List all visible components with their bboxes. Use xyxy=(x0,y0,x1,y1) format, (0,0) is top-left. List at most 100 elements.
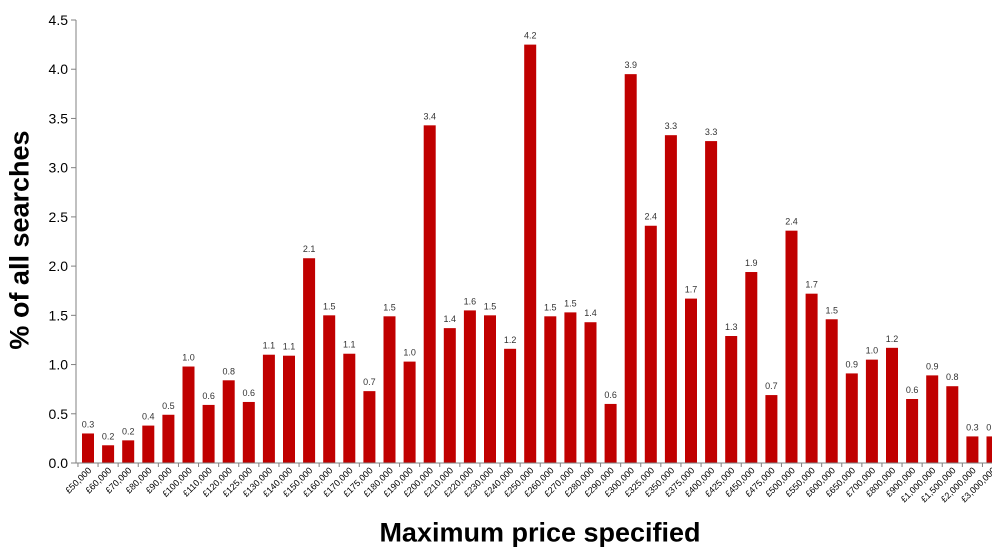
data-label: 1.0 xyxy=(182,353,195,363)
data-label: 0.6 xyxy=(906,385,919,395)
bar xyxy=(524,44,537,463)
bar xyxy=(644,225,657,463)
y-tick-label: 0.5 xyxy=(49,406,69,422)
bar xyxy=(443,328,456,463)
data-label: 0.2 xyxy=(102,431,115,441)
data-label: 1.1 xyxy=(263,341,276,351)
bar xyxy=(363,391,376,463)
y-tick-label: 2.0 xyxy=(49,258,69,274)
bar xyxy=(102,445,115,463)
bar xyxy=(845,373,858,463)
data-label: 4.2 xyxy=(524,31,537,41)
bar xyxy=(624,74,637,464)
bar xyxy=(504,348,517,463)
y-tick-label: 1.5 xyxy=(49,307,69,323)
data-label: 2.4 xyxy=(785,217,798,227)
data-label: 1.5 xyxy=(323,301,336,311)
data-label: 1.0 xyxy=(866,346,879,356)
data-label: 1.4 xyxy=(444,314,457,324)
bar xyxy=(182,366,195,463)
bar xyxy=(685,298,697,463)
bar xyxy=(122,440,135,463)
data-label: 0.6 xyxy=(243,388,256,398)
bar xyxy=(383,316,396,463)
bar xyxy=(343,353,356,463)
y-tick-label: 4.0 xyxy=(49,61,69,77)
data-label: 0.6 xyxy=(202,391,215,401)
data-label: 1.9 xyxy=(745,258,758,268)
data-label: 2.1 xyxy=(303,244,316,254)
data-label: 0.6 xyxy=(604,390,617,400)
data-label: 1.0 xyxy=(403,348,416,358)
data-label: 1.5 xyxy=(383,302,396,312)
bar xyxy=(966,436,979,463)
data-label: 0.8 xyxy=(222,366,235,376)
data-label: 1.1 xyxy=(283,342,296,352)
data-label: 1.2 xyxy=(504,335,517,345)
bar xyxy=(283,355,295,463)
data-label: 1.7 xyxy=(685,285,698,295)
data-label: 0.9 xyxy=(846,359,859,369)
data-label: 1.6 xyxy=(464,296,477,306)
data-label: 1.5 xyxy=(544,302,557,312)
data-label: 0.5 xyxy=(162,401,175,411)
data-label: 1.2 xyxy=(886,334,899,344)
data-label: 0.7 xyxy=(363,377,376,387)
data-label: 0.3 xyxy=(82,419,95,429)
bar xyxy=(423,125,436,463)
data-label: 2.4 xyxy=(645,212,658,222)
bar xyxy=(886,347,898,463)
bar xyxy=(303,258,316,463)
data-label: 0.2 xyxy=(122,426,135,436)
bar xyxy=(584,322,597,463)
data-label: 1.1 xyxy=(343,340,356,350)
bar xyxy=(162,414,175,463)
bar xyxy=(865,359,878,463)
y-axis-title: % of all searches xyxy=(4,130,35,350)
bar xyxy=(825,319,838,463)
y-tick-label: 2.5 xyxy=(49,209,69,225)
bar xyxy=(986,436,992,463)
y-tick-label: 0.0 xyxy=(49,455,69,471)
data-label: 0.3 xyxy=(966,422,979,432)
bar xyxy=(82,433,94,463)
bar xyxy=(202,404,215,463)
bar xyxy=(745,272,758,463)
bar xyxy=(946,386,959,463)
bar xyxy=(725,336,738,463)
data-label: 0.8 xyxy=(946,372,959,382)
bar xyxy=(664,135,677,463)
y-tick-label: 3.0 xyxy=(49,160,69,176)
data-label: 3.4 xyxy=(423,111,436,121)
data-label: 1.5 xyxy=(825,305,838,315)
data-label: 3.3 xyxy=(665,121,678,131)
bar xyxy=(142,425,155,463)
bar xyxy=(544,316,557,463)
data-label: 0.4 xyxy=(142,412,155,422)
bar xyxy=(463,310,476,463)
data-label: 0.3 xyxy=(986,422,992,432)
bar xyxy=(242,401,255,463)
data-label: 1.4 xyxy=(584,308,597,318)
data-label: 1.5 xyxy=(564,298,577,308)
bar xyxy=(564,312,577,463)
bar xyxy=(906,399,919,463)
data-label: 1.7 xyxy=(805,280,818,290)
data-label: 0.9 xyxy=(926,361,939,371)
bar xyxy=(926,375,939,463)
y-tick-label: 3.5 xyxy=(49,110,69,126)
bar xyxy=(705,141,718,463)
data-label: 3.3 xyxy=(705,127,718,137)
bar xyxy=(805,293,818,463)
data-label: 1.5 xyxy=(484,301,497,311)
bar xyxy=(604,403,617,463)
bar xyxy=(785,230,798,463)
bar xyxy=(765,395,778,463)
bar xyxy=(222,380,235,463)
data-label: 0.7 xyxy=(765,381,778,391)
bar xyxy=(403,361,416,463)
bar xyxy=(262,354,275,463)
y-tick-label: 1.0 xyxy=(49,357,69,373)
